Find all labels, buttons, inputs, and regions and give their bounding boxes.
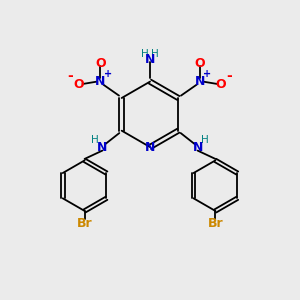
- Text: H: H: [201, 135, 209, 145]
- Text: N: N: [97, 140, 108, 154]
- Text: +: +: [203, 69, 211, 79]
- Text: H: H: [141, 49, 149, 59]
- Text: O: O: [95, 57, 106, 70]
- Text: H: H: [151, 49, 159, 59]
- Text: N: N: [145, 53, 155, 66]
- Text: -: -: [226, 69, 232, 83]
- Text: N: N: [194, 75, 205, 88]
- Text: N: N: [95, 75, 106, 88]
- Text: N: N: [192, 140, 203, 154]
- Text: +: +: [104, 69, 112, 79]
- Text: N: N: [145, 140, 155, 154]
- Text: O: O: [194, 57, 205, 70]
- Text: O: O: [74, 77, 84, 91]
- Text: Br: Br: [77, 217, 92, 230]
- Text: -: -: [68, 69, 74, 83]
- Text: H: H: [91, 135, 99, 145]
- Text: O: O: [216, 77, 226, 91]
- Text: Br: Br: [208, 217, 223, 230]
